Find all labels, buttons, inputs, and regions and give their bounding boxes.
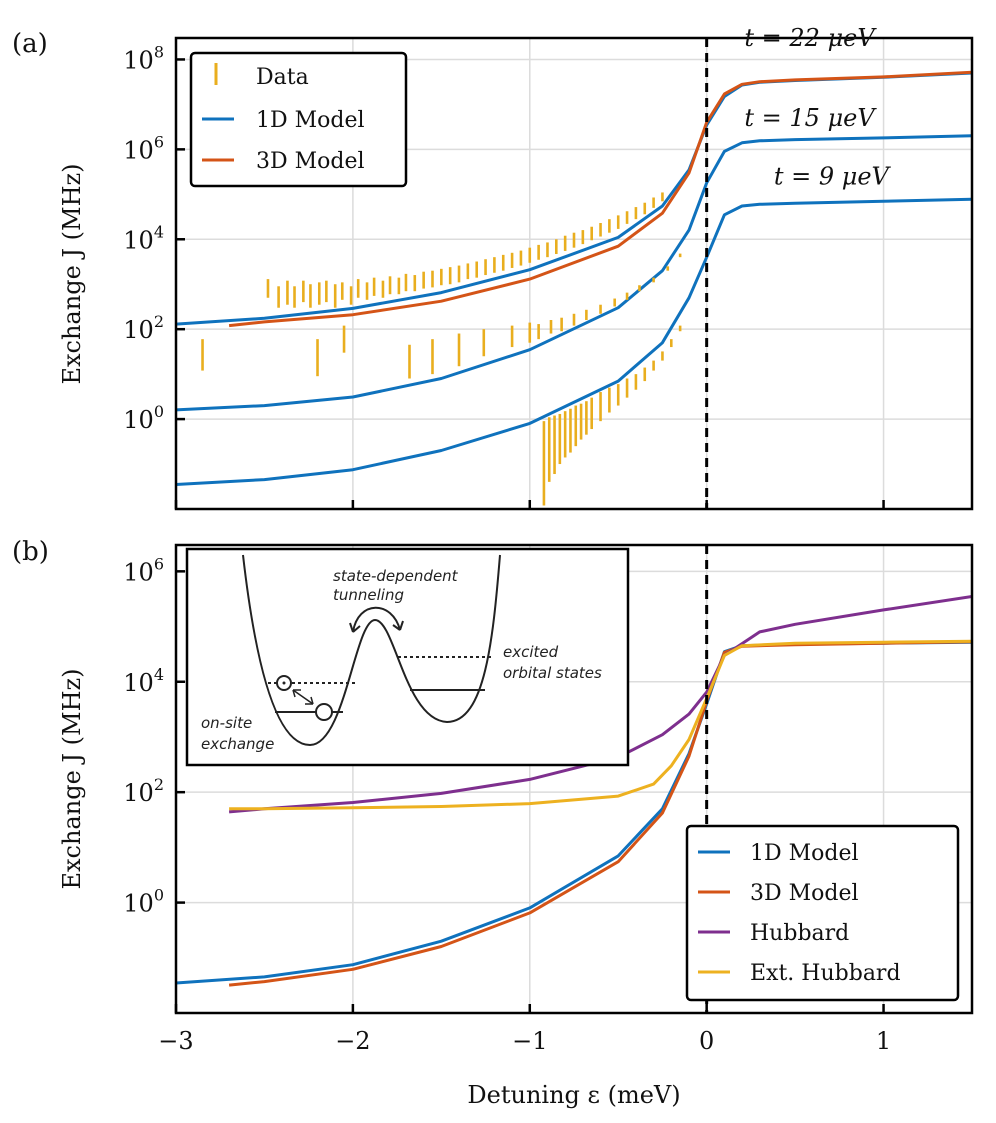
inset-label-onsite-1: on-site — [201, 714, 252, 732]
panel-b: (b) 100 102 104 106 −3 −2 −1 0 1 Exchange J (MH… — [12, 537, 974, 1055]
panel-b-label: (b) — [12, 537, 49, 567]
x-axis-label: Detuning ε (meV) — [467, 1081, 680, 1109]
panel-b-ylabel: Exchange J (MHz) — [58, 668, 86, 889]
panel-b-plot-area — [176, 595, 972, 987]
panel-a-legend: Data 1D Model 3D Model — [189, 51, 408, 188]
tunneling-arrowheads — [349, 620, 404, 633]
panel-a-data-errorbars — [201, 192, 682, 506]
inset-label-excited-1: excited — [503, 643, 559, 661]
panel-a: (a) 100 102 104 106 108 Exchange J (MHz) t =… — [12, 24, 974, 511]
x-tick-label: −2 — [335, 1027, 370, 1055]
inset-frame — [185, 547, 630, 767]
inset-label-excited-2: orbital states — [503, 664, 602, 682]
inset-label-onsite-2: exchange — [201, 735, 274, 753]
legend-label-ext-hubbard: Ext. Hubbard — [750, 961, 901, 986]
electron-ground — [315, 703, 333, 721]
y-tick-label: 106 — [123, 554, 164, 586]
legend-box — [685, 824, 960, 1002]
panel-a-plot-area — [176, 70, 972, 486]
legend-label-1d: 1D Model — [750, 841, 859, 866]
annotation-t15: t = 15 μeV — [744, 104, 877, 132]
y-tick-label: 102 — [123, 775, 164, 807]
electron-excited-dot — [282, 681, 286, 685]
x-tick-label: −1 — [512, 1027, 547, 1055]
inset-label-tunneling-2: tunneling — [333, 586, 404, 604]
panel-b-y-ticks: 100 102 104 106 — [123, 554, 185, 918]
y-tick-label: 100 — [123, 886, 164, 918]
panel-a-y-ticks: 100 102 104 106 108 — [123, 42, 185, 434]
arrowheads — [292, 689, 314, 705]
series-line-1d-model-2 — [176, 134, 972, 412]
legend-label-1d: 1D Model — [256, 108, 365, 133]
panel-a-label: (a) — [12, 29, 48, 59]
annotation-t22: t = 22 μeV — [744, 24, 877, 52]
y-tick-label: 102 — [123, 312, 164, 344]
y-tick-label: 104 — [123, 222, 164, 254]
inset-schematic: state-dependent tunneling excited orbita… — [185, 547, 630, 767]
annotation-t9: t = 9 μeV — [774, 162, 892, 190]
panel-a-x-ticks — [174, 500, 885, 509]
legend-label-hubbard: Hubbard — [750, 921, 849, 946]
legend-label-3d: 3D Model — [750, 881, 859, 906]
legend-box — [189, 51, 408, 188]
onsite-exchange-arrow — [292, 689, 314, 705]
x-tick-label: 0 — [699, 1027, 714, 1055]
x-tick-label: −3 — [158, 1027, 193, 1055]
legend-label-3d: 3D Model — [256, 149, 365, 174]
series-line-ext-hubbard-3 — [229, 639, 972, 811]
panel-b-legend: 1D Model 3D Model Hubbard Ext. Hubbard — [685, 824, 960, 1002]
panel-b-frame — [174, 543, 974, 1015]
y-tick-label: 100 — [123, 402, 164, 434]
panel-a-frame — [174, 36, 974, 511]
inset-label-tunneling-1: state-dependent — [333, 567, 459, 585]
tunneling-arrow — [352, 606, 401, 633]
panel-a-ylabel: Exchange J (MHz) — [58, 163, 86, 384]
y-tick-label: 108 — [123, 42, 164, 74]
series-line-hubbard-2 — [228, 595, 972, 814]
series-line-1d-model-3 — [176, 197, 972, 486]
y-tick-label: 104 — [123, 665, 164, 697]
x-tick-label: 1 — [876, 1027, 891, 1055]
panel-b-x-ticks: −3 −2 −1 0 1 — [158, 1004, 891, 1055]
series-line-3d-model-1 — [228, 70, 972, 328]
legend-label-data: Data — [256, 65, 309, 90]
y-tick-label: 106 — [123, 132, 164, 164]
